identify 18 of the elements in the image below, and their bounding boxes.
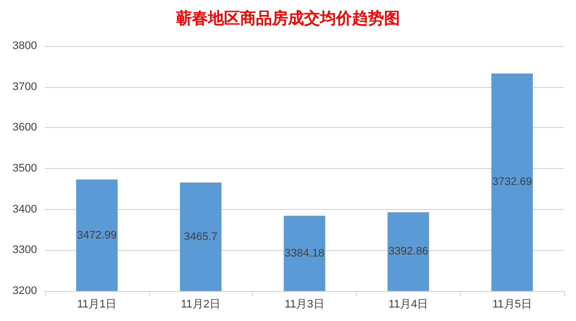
y-tick-label: 3500 bbox=[12, 162, 37, 174]
y-tick-label: 3600 bbox=[12, 122, 37, 134]
x-tick-label: 11月3日 bbox=[284, 298, 324, 310]
data-label: 3465.7 bbox=[184, 230, 218, 243]
y-tick-label: 3200 bbox=[12, 285, 37, 297]
y-tick-label: 3400 bbox=[12, 203, 37, 216]
data-label: 3384.18 bbox=[284, 247, 324, 260]
data-label: 3472.99 bbox=[77, 229, 117, 242]
data-label: 3392.86 bbox=[388, 246, 428, 258]
data-label: 3732.69 bbox=[492, 176, 532, 188]
x-tick-label: 11月5日 bbox=[492, 298, 532, 310]
x-tick-label: 11月2日 bbox=[180, 298, 220, 310]
x-tick-label: 11月4日 bbox=[388, 298, 428, 310]
x-tick-label: 11月1日 bbox=[77, 298, 117, 310]
y-tick-label: 3700 bbox=[12, 80, 37, 93]
y-tick-label: 3800 bbox=[12, 40, 37, 52]
y-tick-label: 3300 bbox=[12, 244, 37, 256]
chart-title: 蕲春地区商品房成交均价趋势图 bbox=[175, 8, 400, 28]
